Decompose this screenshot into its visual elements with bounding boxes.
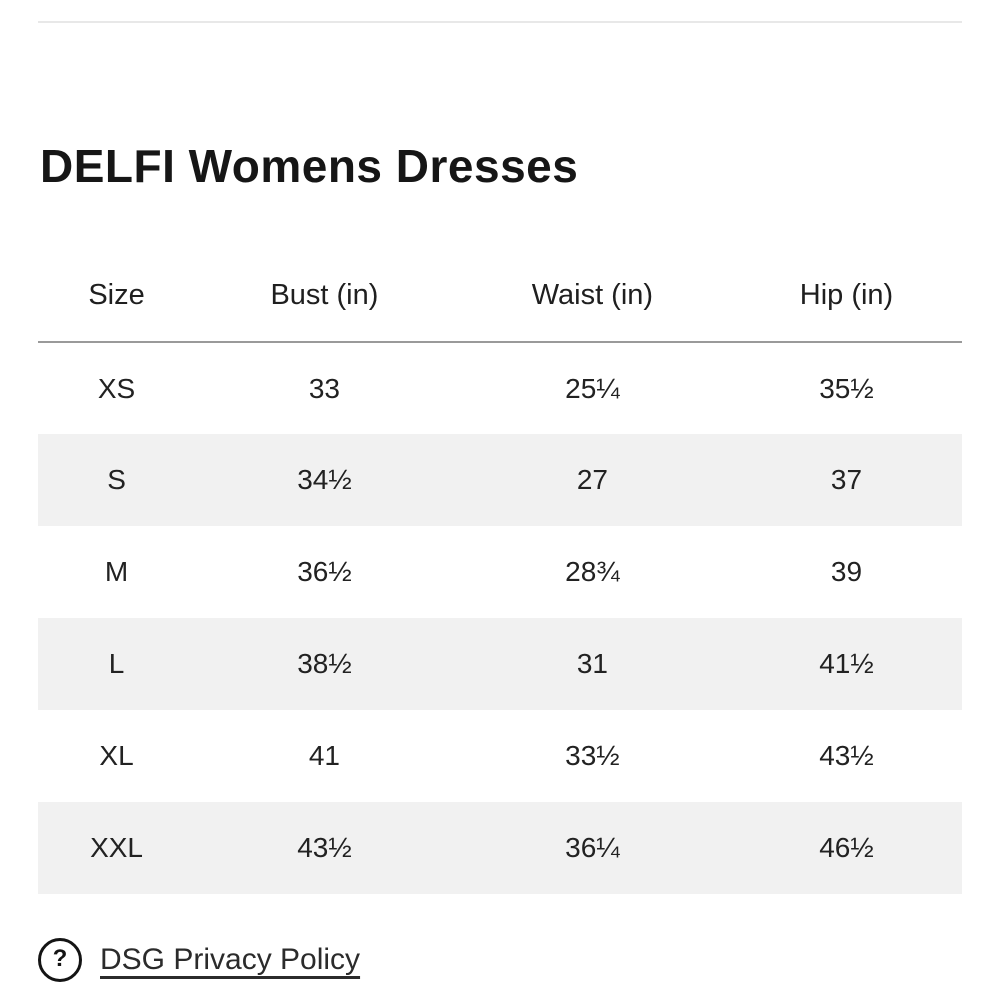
cell-waist: 33½ bbox=[565, 740, 620, 772]
cell-bust: 38½ bbox=[297, 648, 352, 680]
cell-size: XL bbox=[99, 740, 134, 772]
cell-waist: 25¼ bbox=[565, 372, 620, 404]
cell-size: M bbox=[104, 556, 129, 588]
column-header-size: Size bbox=[38, 250, 196, 344]
cell-hip: 41½ bbox=[819, 648, 874, 680]
cell-hip: 37 bbox=[830, 464, 863, 496]
table-row-xl: XL 41 33½ 43½ bbox=[38, 710, 962, 802]
page-title: DELFI Womens Dresses bbox=[40, 140, 579, 192]
cell-bust: 43½ bbox=[297, 832, 352, 864]
cell-hip: 35½ bbox=[819, 372, 874, 404]
cell-size: S bbox=[107, 464, 126, 496]
size-chart-table: Size Bust (in) Waist (in) Hip (in) XS 33… bbox=[38, 250, 962, 895]
size-chart-page: DELFI Womens Dresses Size Bust (in) Wais… bbox=[0, 21, 1000, 1000]
table-row-xs: XS 33 25¼ 35½ bbox=[38, 342, 962, 434]
column-header-hip: Hip (in) bbox=[730, 250, 962, 344]
cell-size: XS bbox=[97, 372, 136, 404]
cell-hip: 43½ bbox=[819, 740, 874, 772]
table-row-xxl: XXL 43½ 36¼ 46½ bbox=[38, 802, 962, 895]
header-row: Size Bust (in) Waist (in) Hip (in) bbox=[38, 250, 962, 344]
size-chart-header: Size Bust (in) Waist (in) Hip (in) bbox=[38, 250, 962, 344]
cell-waist: 31 bbox=[576, 648, 608, 680]
cell-bust: 33 bbox=[308, 372, 341, 404]
cell-waist: 36¼ bbox=[565, 832, 620, 864]
table-row-l: L 38½ 31 41½ bbox=[38, 618, 962, 711]
privacy-policy-link[interactable]: DSG Privacy Policy bbox=[100, 943, 361, 977]
table-row-s: S 34½ 27 37 bbox=[38, 434, 962, 527]
top-divider bbox=[38, 21, 962, 23]
column-header-waist: Waist (in) bbox=[453, 250, 731, 344]
cell-hip: 39 bbox=[830, 556, 863, 588]
cell-waist: 27 bbox=[576, 464, 608, 496]
cell-bust: 34½ bbox=[297, 464, 352, 496]
column-header-bust: Bust (in) bbox=[195, 250, 454, 344]
cell-size: L bbox=[108, 648, 125, 680]
cell-hip: 46½ bbox=[819, 832, 874, 864]
table-row-m: M 36½ 28¾ 39 bbox=[38, 526, 962, 618]
cell-waist: 28¾ bbox=[565, 556, 620, 588]
help-icon[interactable]: ? bbox=[38, 938, 82, 983]
cell-bust: 41 bbox=[308, 740, 341, 772]
size-chart-body: XS 33 25¼ 35½ S 34½ 27 37 M 36½ 28¾ 39 L… bbox=[38, 342, 962, 895]
cell-bust: 36½ bbox=[297, 556, 352, 588]
question-mark-icon: ? bbox=[52, 945, 68, 973]
footer: ? DSG Privacy Policy bbox=[38, 938, 962, 983]
cell-size: XXL bbox=[90, 832, 143, 864]
